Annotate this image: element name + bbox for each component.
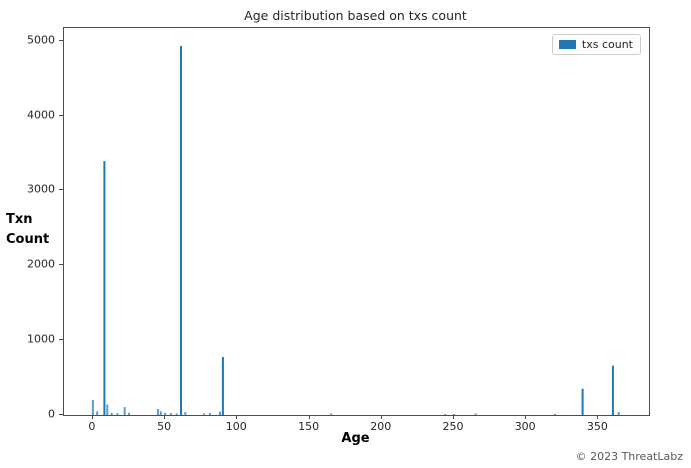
y-tick-mark [59,189,63,191]
bar [203,413,206,415]
bar [116,413,119,415]
x-tick-label: 50 [157,420,172,433]
bar [330,413,333,415]
bar [159,411,162,415]
y-axis-label-line1: Txn [6,212,33,227]
bar [219,411,221,415]
bar [581,388,584,415]
y-tick-mark [59,39,63,41]
legend-label: txs count [581,38,633,51]
x-tick-mark [453,415,454,419]
legend-swatch-icon [558,40,576,49]
bar [554,413,557,415]
y-tick-mark [59,414,63,415]
bar [474,413,477,415]
plot-area: txs count [63,27,650,416]
bar [110,412,113,415]
bar [184,412,187,415]
y-tick-label: 5000 [27,33,55,47]
bar [164,412,167,415]
y-tick-label: 2000 [27,257,55,271]
bar [103,161,106,415]
bar [96,411,99,415]
y-tick-label: 3000 [27,182,55,196]
x-tick-mark [236,415,238,419]
copyright-text: © 2023 ThreatLabz [575,450,683,463]
bar [208,413,211,415]
x-tick-mark [380,415,382,419]
y-tick-mark [59,264,63,266]
legend: txs count [551,34,641,55]
y-axis-label: Txn Count [6,210,49,249]
bar [611,365,614,415]
bar [91,400,94,415]
bar [123,407,126,415]
bar [169,413,172,415]
x-tick-label: 200 [370,420,392,433]
x-tick-label: 150 [298,420,320,433]
chart-title: Age distribution based on txs count [244,8,467,23]
bar [617,412,620,415]
bars-layer [91,46,620,415]
x-tick-label: 350 [586,420,608,433]
x-axis-label: Age [341,431,370,446]
bar [221,357,224,415]
x-tick-mark [91,415,93,419]
y-tick-label: 0 [48,407,55,421]
y-tick-mark [59,114,63,116]
x-tick-label: 250 [442,420,464,433]
y-axis-label-line2: Count [6,231,50,247]
bar [444,413,447,415]
y-tick-mark [59,339,63,341]
x-tick-label: 300 [514,420,536,433]
x-tick-mark [164,415,166,419]
bar [106,404,109,415]
bar [180,46,182,415]
x-tick-mark [597,415,599,419]
y-tick-label: 4000 [27,108,55,122]
bar [453,413,455,415]
y-tick-label: 1000 [27,332,55,346]
x-tick-mark [308,415,310,419]
x-tick-label: 0 [88,420,96,433]
x-tick-mark [525,415,527,419]
bar [175,413,178,415]
bar [128,412,130,415]
x-tick-label: 100 [225,420,247,433]
bar [156,409,159,415]
